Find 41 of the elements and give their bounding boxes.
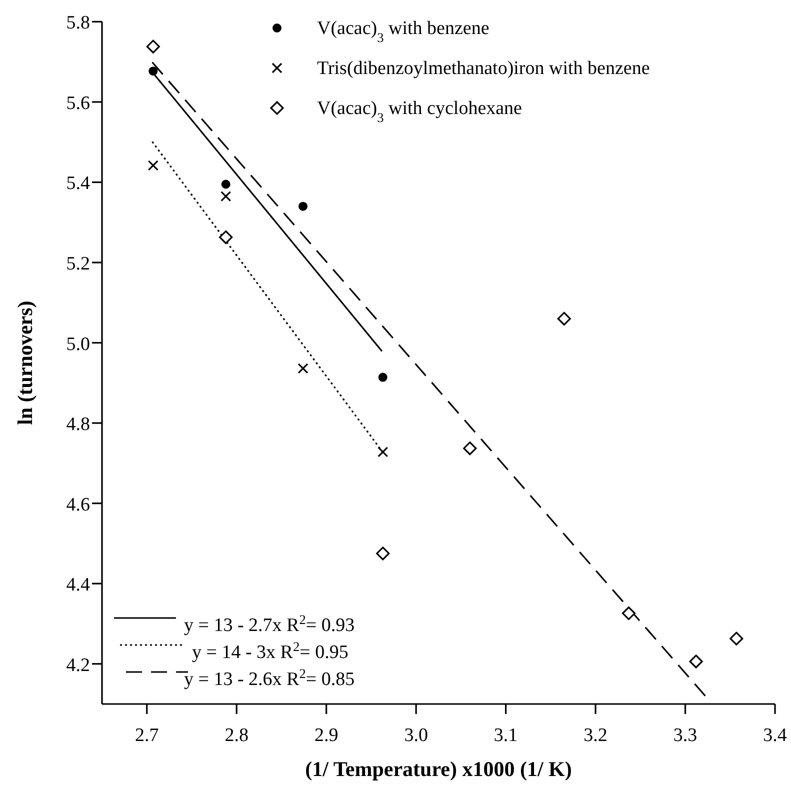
legend-label: V(acac)$_{3}$ with cyclohexane bbox=[317, 98, 522, 124]
legend-label: y = 13 - 2.6x R$^{2}$= 0.85 bbox=[184, 666, 355, 690]
y-tick-label: 4.8 bbox=[66, 414, 90, 436]
legend-label: y = 13 - 2.7x R$^{2}$= 0.93 bbox=[184, 612, 355, 636]
point bbox=[378, 446, 388, 458]
y-tick-label: 4.4 bbox=[66, 574, 90, 596]
point bbox=[557, 312, 571, 326]
point bbox=[378, 372, 388, 382]
legend-label: y = 14 - 3x R$^{2}$= 0.95 bbox=[192, 638, 348, 663]
x-tick-label: 3.3 bbox=[673, 725, 698, 746]
x-tick-label: 3.4 bbox=[763, 725, 788, 746]
point bbox=[463, 442, 477, 456]
point bbox=[298, 202, 308, 211]
y-tick-label: 5.6 bbox=[66, 92, 90, 114]
y-tick-label: 5.2 bbox=[66, 254, 90, 275]
y-tick-label: 4.2 bbox=[66, 654, 90, 676]
point bbox=[148, 160, 158, 171]
point bbox=[730, 632, 744, 646]
legend-label: Tris(dibenzoylmethanato)iron with benzene bbox=[317, 58, 650, 79]
legend-label: V(acac)$_{3}$ with benzene bbox=[317, 18, 490, 44]
y-tick-label: 5.0 bbox=[66, 334, 90, 355]
x-tick-label: 3.1 bbox=[494, 725, 518, 746]
x-tick-label: 2.8 bbox=[224, 725, 248, 746]
x-tick-label: 3.2 bbox=[584, 725, 608, 746]
y-axis-title: ln (turnovers) bbox=[13, 300, 37, 425]
x-tick-label: 2.7 bbox=[134, 725, 159, 746]
x-tick-label: 2.9 bbox=[314, 725, 338, 746]
point bbox=[298, 363, 308, 374]
x-axis-title: (1/ Temperature) x1000 (1/ K) bbox=[305, 757, 572, 781]
y-tick-label: 5.4 bbox=[66, 173, 90, 194]
point bbox=[219, 230, 233, 244]
x-tick-label: 3.0 bbox=[404, 725, 428, 746]
point bbox=[146, 40, 160, 54]
y-tick-label: 4.6 bbox=[66, 494, 90, 516]
point bbox=[221, 180, 230, 189]
point bbox=[148, 66, 158, 76]
point bbox=[689, 654, 703, 668]
point bbox=[376, 546, 390, 560]
point bbox=[220, 190, 232, 202]
y-tick-label: 5.8 bbox=[66, 12, 90, 34]
point bbox=[622, 606, 636, 620]
